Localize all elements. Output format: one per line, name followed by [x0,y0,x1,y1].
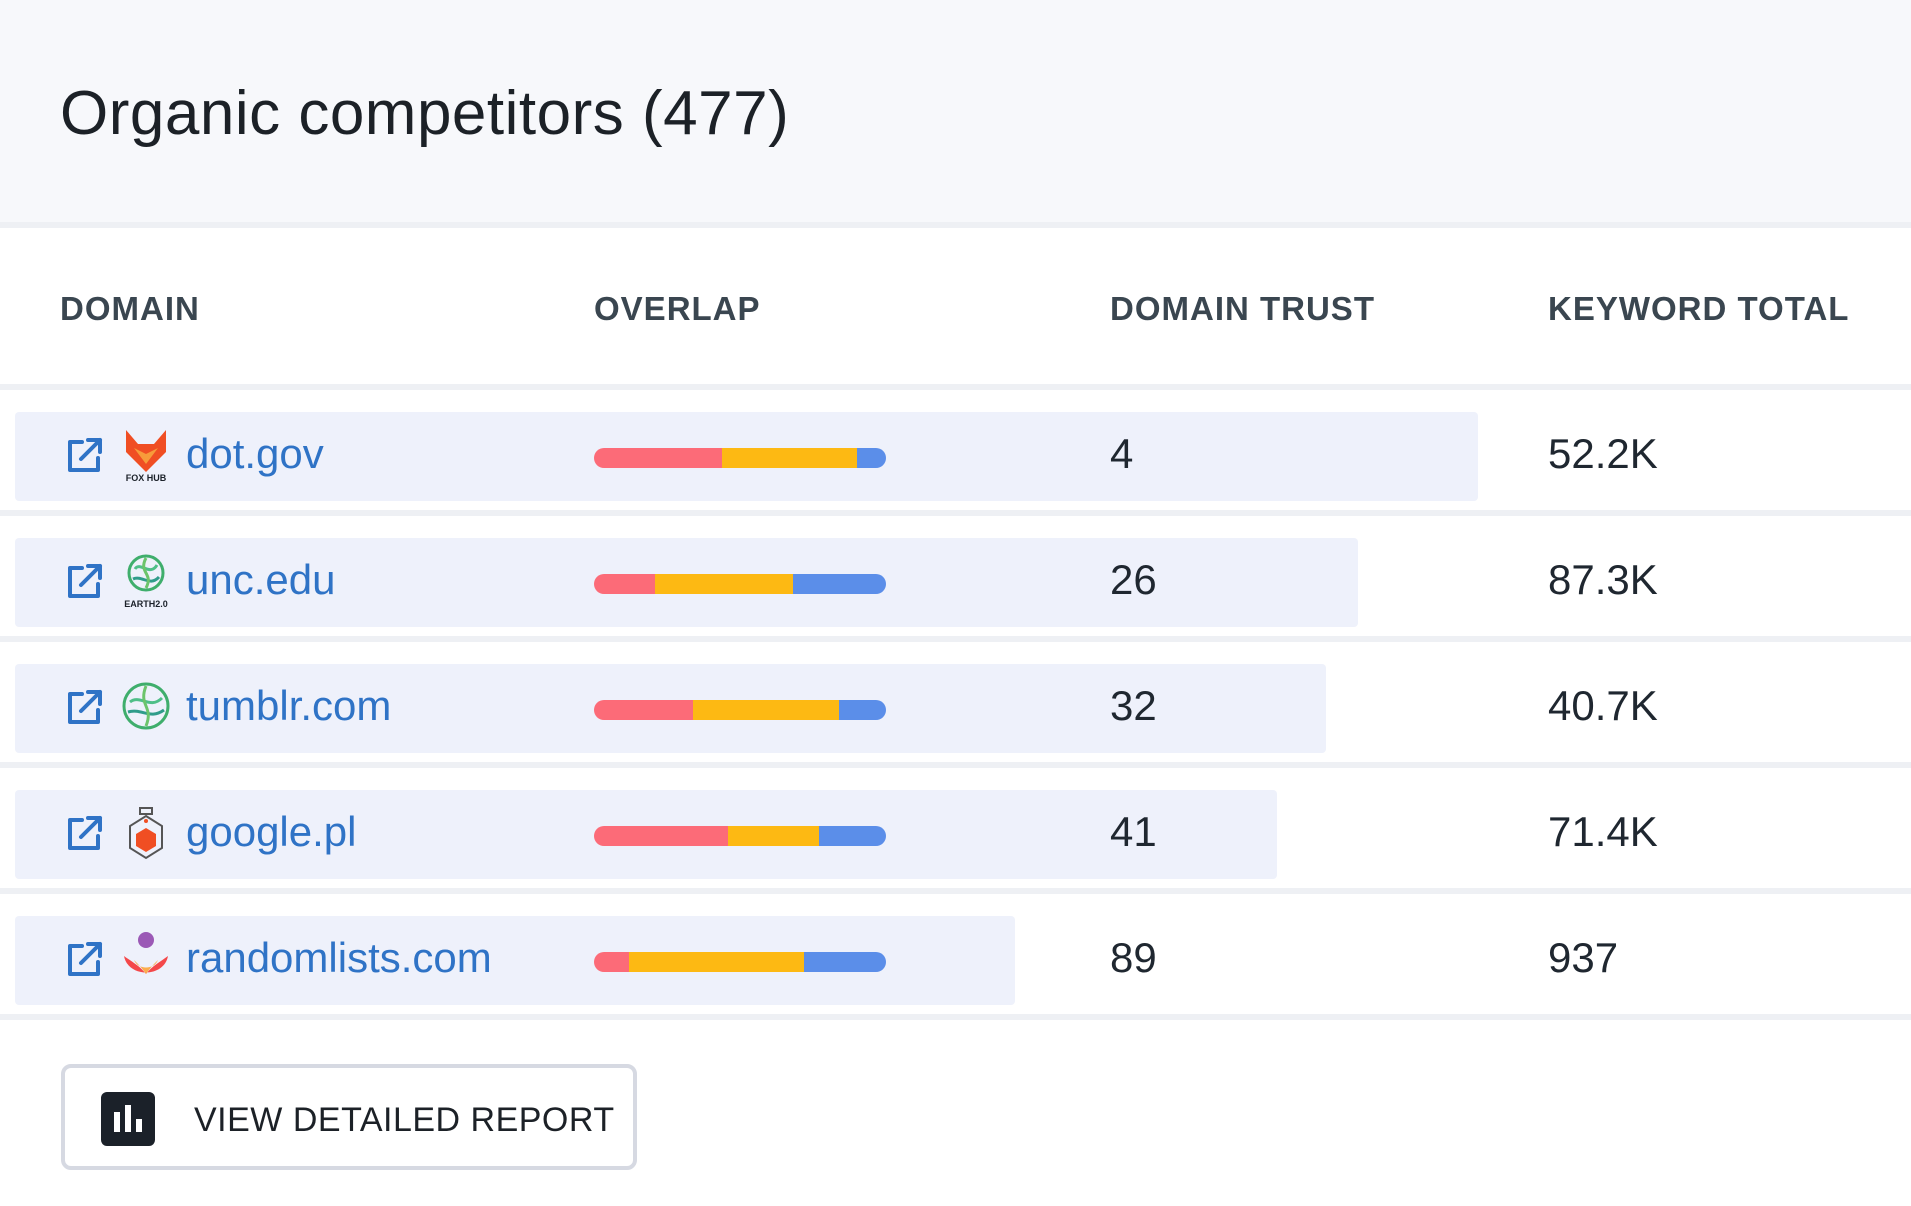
domain-link[interactable]: google.pl [186,808,357,855]
overlap-segment [818,826,886,846]
row-separator [0,636,1911,642]
lotus-logo [120,930,172,986]
overlap-bar [594,700,886,720]
domain-link[interactable]: dot.gov [186,430,324,477]
overlap-segment [839,700,886,720]
overlap-segment [594,952,630,972]
domain-link[interactable]: tumblr.com [186,682,392,729]
table-row[interactable]: EARTH2.0 unc.edu 26 87.3K [0,516,1911,636]
overlap-bar [594,952,886,972]
overlap-bar [594,448,886,468]
row-separator [0,510,1911,516]
overlap-bar [594,826,886,846]
domain-link[interactable]: unc.edu [186,556,336,603]
svg-text:FOX HUB: FOX HUB [126,473,167,482]
flask-logo [120,804,172,860]
row-separator [0,762,1911,768]
svg-text:EARTH2.0: EARTH2.0 [124,599,168,608]
keyword-total-value: 71.4K [1548,808,1658,855]
column-header-domain-trust: DOMAIN TRUST [1110,290,1375,327]
overlap-segment [804,952,886,972]
overlap-segment [594,448,723,468]
row-separator [0,384,1911,390]
keyword-total-value: 40.7K [1548,682,1658,729]
earth-logo: EARTH2.0 [120,552,172,609]
table-row[interactable]: FOX HUB dot.gov 4 52.2K [0,390,1911,510]
keyword-total-value: 937 [1548,934,1619,981]
overlap-segment [629,952,805,972]
page-title: Organic competitors (477) [60,79,790,148]
foxhub-logo: FOX HUB [120,426,172,483]
column-header-keyword-total: KEYWORD TOTAL [1548,290,1850,327]
overlap-segment [594,574,656,594]
external-link-icon[interactable] [62,560,106,604]
domain-trust-value: 41 [1110,808,1157,855]
header: Organic competitors (477) [0,0,1911,228]
domain-trust-value: 4 [1110,430,1134,477]
earth-logo [120,678,172,734]
column-header-domain: DOMAIN [60,290,200,327]
view-detailed-report-button[interactable]: VIEW DETAILED REPORT [61,1064,637,1170]
overlap-segment [728,826,819,846]
keyword-total-value: 52.2K [1548,430,1658,477]
column-header-overlap: OVERLAP [594,290,761,327]
keyword-total-value: 87.3K [1548,556,1658,603]
bar-chart-icon [101,1092,155,1146]
table-row[interactable]: randomlists.com 89 937 [0,894,1911,1014]
domain-trust-value: 89 [1110,934,1157,981]
table-row[interactable]: google.pl 41 71.4K [0,768,1911,888]
overlap-segment [792,574,886,594]
external-link-icon[interactable] [62,434,106,478]
row-separator [0,1014,1911,1020]
domain-link[interactable]: randomlists.com [186,934,492,981]
overlap-segment [594,700,694,720]
domain-trust-value: 32 [1110,682,1157,729]
overlap-segment [594,826,729,846]
overlap-bar [594,574,886,594]
overlap-segment [856,448,886,468]
external-link-icon[interactable] [62,938,106,982]
external-link-icon[interactable] [62,686,106,730]
overlap-segment [722,448,857,468]
report-button-label: VIEW DETAILED REPORT [194,1101,615,1139]
row-separator [0,888,1911,894]
external-link-icon[interactable] [62,812,106,856]
table-row[interactable]: tumblr.com 32 40.7K [0,642,1911,762]
overlap-segment [655,574,793,594]
domain-trust-value: 26 [1110,556,1157,603]
overlap-segment [693,700,840,720]
